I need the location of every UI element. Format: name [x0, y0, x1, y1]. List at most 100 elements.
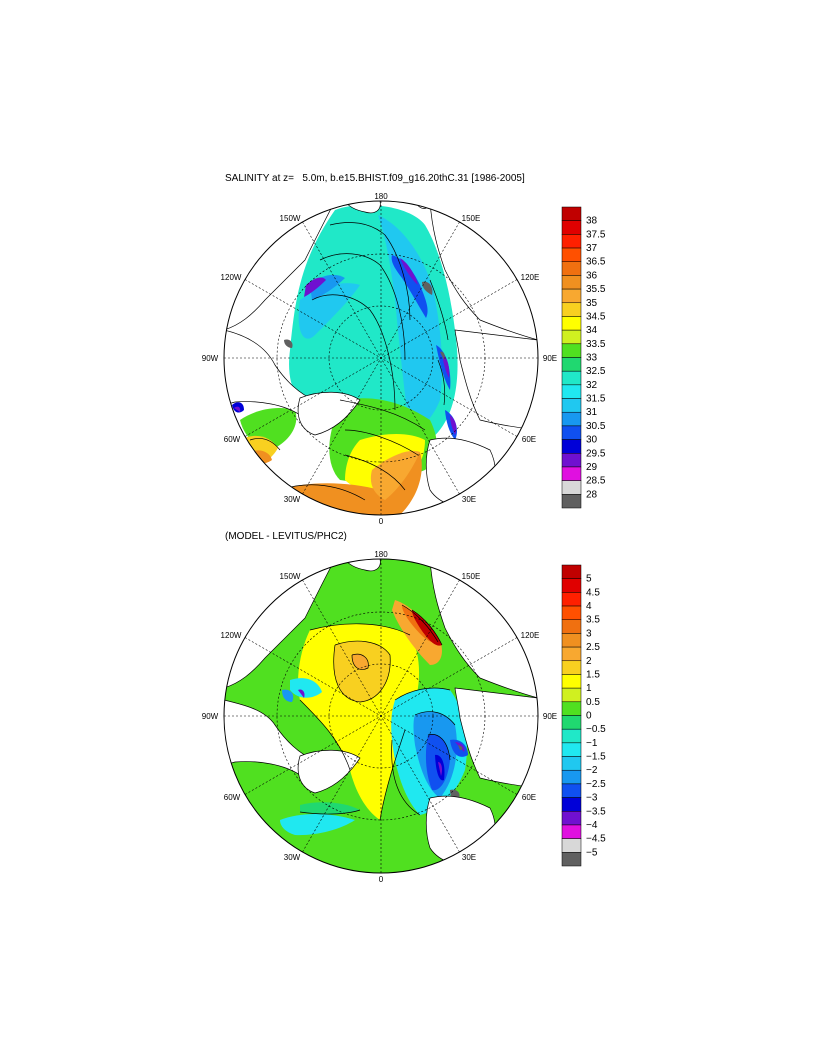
lon-label: 0	[379, 517, 384, 526]
ca-gray-field	[284, 339, 293, 348]
colorbar-swatch	[561, 398, 582, 413]
colorbar-label: −1	[586, 738, 598, 749]
colorbar-swatch	[561, 384, 582, 399]
lon-label: 60W	[224, 793, 241, 802]
map-boundary-2	[223, 558, 539, 874]
colorbar-label: 33.5	[586, 339, 606, 350]
lon-label: 60E	[522, 793, 536, 802]
colorbar-label: 3	[586, 628, 592, 639]
colorbar-label: −5	[586, 847, 598, 858]
lon-label: 120E	[521, 273, 540, 282]
nordic-cyan-field	[280, 814, 355, 836]
colorbar-label: −2	[586, 765, 598, 776]
lon-label: 90W	[202, 712, 219, 721]
colorbar-label: 35.5	[586, 284, 606, 295]
colorbar-swatch	[561, 564, 582, 579]
colorbar-label: −3	[586, 793, 598, 804]
colorbar-label: 29	[586, 462, 598, 473]
colorbar-label: 31	[586, 407, 598, 418]
colorbar-swatch	[561, 660, 582, 675]
eurasian-purple-field	[438, 762, 442, 776]
colorbar-swatch	[561, 234, 582, 249]
lon-label: 150E	[462, 214, 481, 223]
lon-labels-2: 180 150E 120E 90E 60E 30E 0 30W 60W 90W …	[202, 550, 557, 884]
difference-colorbar: 5 4.5 4 3.5 3 2.5 2 1.5 1 0.5 0 −0.5 −1 −1.5 −2 −2.5 −3 −…	[561, 564, 606, 867]
colorbar-swatch	[561, 288, 582, 304]
contour-lines-2	[299, 604, 456, 821]
colorbar-label: 32	[586, 380, 598, 391]
central-max-field	[352, 654, 369, 670]
lon-label: 120W	[221, 631, 242, 640]
difference-map: 180 150E 120E 90E 60E 30E 0 30W 60W 90W …	[202, 550, 557, 884]
colorbar-label: −1.5	[586, 752, 606, 763]
colorbar-label: 35	[586, 298, 598, 309]
colorbar-swatch	[561, 838, 582, 853]
colorbar-swatch	[561, 453, 582, 468]
salinity-map: 180 150E 120E 90E 60E 30E 0 30W 60W 90W …	[202, 192, 557, 526]
colorbar-swatch	[561, 220, 582, 235]
panel-2-title: (MODEL - LEVITUS/PHC2)	[225, 531, 347, 542]
laptev-gray-field	[422, 281, 433, 295]
colorbar-swatch	[561, 797, 582, 812]
colorbar-swatch	[561, 756, 582, 771]
colorbar-label: 38	[586, 216, 598, 227]
mackenzie-outflow-field	[304, 277, 326, 297]
salinity-colorbar: 38 37.5 37 36.5 36 35.5 35 34.5 34 33.5 33 32.5 32 31…	[561, 206, 606, 509]
siberian-shelf-field	[378, 215, 443, 432]
lon-label: 60W	[224, 435, 241, 444]
lon-label: 90E	[543, 712, 557, 721]
lena-outflow-field	[391, 255, 428, 318]
colorbar-swatch	[561, 480, 582, 495]
colorbar-label: 2.5	[586, 642, 600, 653]
panel-1-title: SALINITY at z= 5.0m, b.e15.BHIST.f09_g16…	[225, 173, 525, 184]
kara-negative-field	[450, 739, 468, 757]
lon-label: 150W	[280, 214, 301, 223]
colorbar-label: −4	[586, 820, 598, 831]
colorbar-label: −4.5	[586, 834, 606, 845]
colorbar-swatch	[561, 769, 582, 785]
lena-purple-field	[400, 258, 418, 285]
colorbar-label: 1.5	[586, 669, 600, 680]
colorbar-swatch	[561, 247, 582, 262]
colorbar-swatch	[561, 329, 582, 345]
colorbar-swatch	[561, 343, 582, 358]
colorbar-label: 29.5	[586, 448, 606, 459]
lon-label: 180	[374, 192, 388, 201]
ca-purple-field	[298, 689, 305, 698]
colorbar-label: 30	[586, 435, 598, 446]
lon-label: 120E	[521, 631, 540, 640]
atlantic-inflow-field	[370, 450, 420, 500]
colorbar-label: 4.5	[586, 587, 600, 598]
graticule-lines-2	[224, 559, 538, 873]
colorbar-swatch	[561, 701, 582, 716]
colorbar-label: 31.5	[586, 394, 606, 405]
colorbar-label: 37	[586, 243, 598, 254]
colorbar-label: 4	[586, 601, 592, 612]
map-boundary	[223, 200, 539, 516]
east-greenland-field	[300, 802, 360, 815]
lon-label: 120W	[221, 273, 242, 282]
lon-label: 90W	[202, 354, 219, 363]
colorbar-swatch	[561, 728, 582, 744]
colorbar-label: −3.5	[586, 806, 606, 817]
colorbar-label: −2.5	[586, 779, 606, 790]
colorbar-label: 34.5	[586, 311, 606, 322]
colorbar-label: −0.5	[586, 724, 606, 735]
colorbar-swatch	[561, 439, 582, 454]
kara-gray-field	[440, 351, 445, 360]
colorbar-swatch	[561, 206, 582, 221]
colorbar-swatch	[561, 811, 582, 826]
colorbar-label: 33	[586, 353, 598, 364]
colorbar-label: 2	[586, 656, 592, 667]
ca-blue-field	[282, 689, 294, 702]
lon-label: 30E	[462, 853, 476, 862]
colorbar-swatch	[561, 605, 582, 620]
lon-label: 90E	[543, 354, 557, 363]
colorbar-swatch	[561, 646, 582, 662]
colorbar-swatch	[561, 674, 582, 689]
hudson-purple-field	[234, 406, 241, 412]
colorbar-label: 36.5	[586, 257, 606, 268]
lon-label: 30W	[284, 495, 301, 504]
lon-label: 0	[379, 875, 384, 884]
kara-outflow-field	[436, 345, 451, 390]
